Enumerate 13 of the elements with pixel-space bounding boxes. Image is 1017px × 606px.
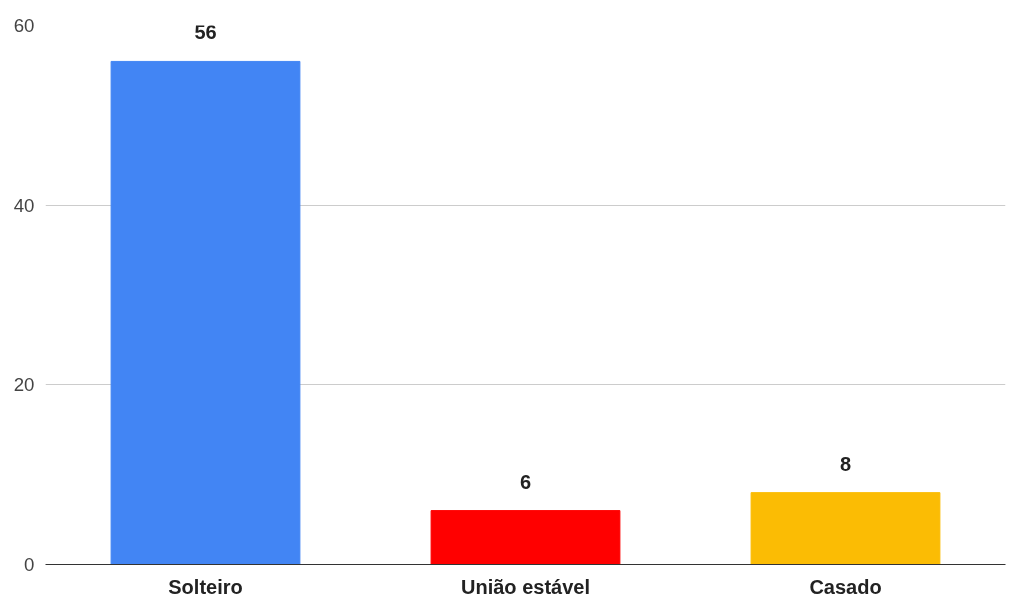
bar [750, 492, 941, 565]
data-label: 6 [519, 470, 532, 493]
y-tick-label: 0 [24, 554, 35, 575]
x-tick-label: União estável [461, 575, 590, 598]
x-tick-label: Solteiro [168, 575, 243, 598]
y-tick-label: 60 [13, 15, 35, 36]
bar [110, 60, 301, 565]
y-tick-label: 20 [13, 374, 35, 396]
data-label: 56 [194, 21, 217, 44]
y-tick-label: 40 [13, 194, 35, 216]
bar [430, 510, 621, 565]
x-tick-label: Casado [809, 575, 882, 598]
data-label: 8 [839, 452, 852, 475]
